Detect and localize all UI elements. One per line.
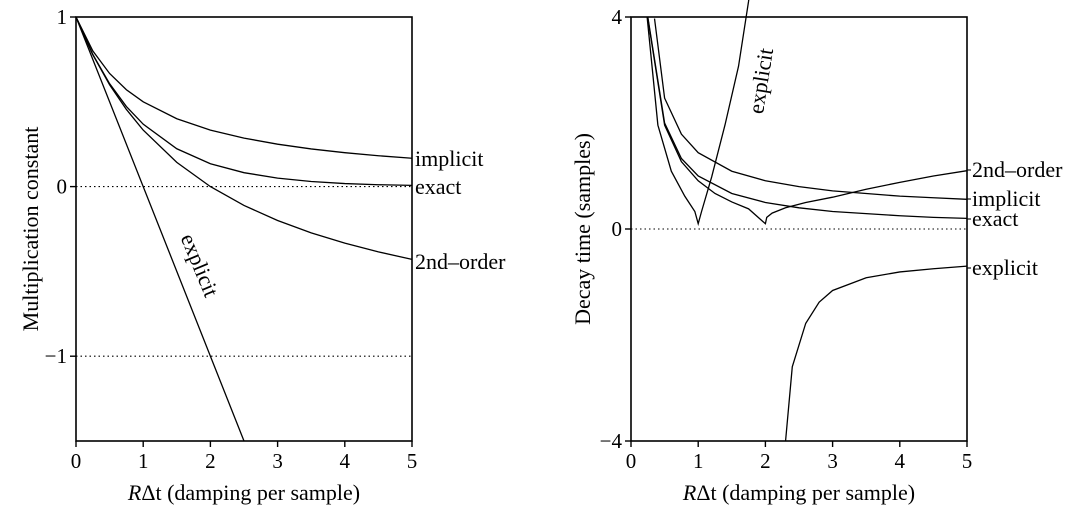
x-tick-label-3-left: 3 bbox=[272, 449, 283, 473]
series-line-2nd-order-2-right bbox=[647, 17, 968, 225]
x-tick-label-0-left: 0 bbox=[71, 449, 82, 473]
y-tick-label-4-right: 4 bbox=[612, 5, 623, 29]
series-line-explicit-3-right bbox=[646, 0, 750, 227]
y-axis-label-left: Multiplication constant bbox=[18, 127, 43, 332]
x-tick-label-2-right: 2 bbox=[760, 449, 771, 473]
series-line-2nd-order-2-left bbox=[75, 16, 413, 260]
x-axis-label-right: RΔt (damping per sample) bbox=[682, 480, 915, 505]
x-tick-label-0-right: 0 bbox=[626, 449, 637, 473]
y-axis-label-right: Decay time (samples) bbox=[570, 133, 595, 325]
label-explicit-right-upper: explicit bbox=[743, 46, 778, 115]
reference-lines-left bbox=[76, 186, 412, 357]
label-explicit-left: explicit bbox=[176, 230, 224, 301]
label-exact-right: exact bbox=[972, 206, 1018, 231]
plot-frame-left bbox=[75, 16, 413, 442]
label-explicit-right-lower: explicit bbox=[972, 255, 1038, 280]
series-line-implicit-0-left bbox=[75, 16, 413, 159]
x-tick-label-4-left: 4 bbox=[340, 449, 351, 473]
x-tick-label-4-right: 4 bbox=[895, 449, 906, 473]
series-line-implicit-0-right bbox=[653, 18, 968, 200]
series-group-left bbox=[75, 16, 413, 442]
x-tick-label-1-left: 1 bbox=[138, 449, 149, 473]
y-tick-label-1-left: −1 bbox=[45, 344, 67, 368]
x-tick-label-5-left: 5 bbox=[407, 449, 418, 473]
series-line-explicit-3-left bbox=[75, 16, 245, 442]
x-tick-label-3-right: 3 bbox=[827, 449, 838, 473]
label-implicit-right: implicit bbox=[972, 186, 1040, 211]
ticks-left: 0 1 2 3 4 5 1 0 −1 bbox=[45, 5, 418, 473]
label-exact-left: exact bbox=[415, 174, 461, 199]
x-axis-label-left: RΔt (damping per sample) bbox=[127, 480, 360, 505]
ticks-right: 0 1 2 3 4 540−4 bbox=[600, 5, 973, 473]
x-tick-label-2-left: 2 bbox=[205, 449, 216, 473]
label-implicit-left: implicit bbox=[415, 146, 483, 171]
y-tick-label-4-right: −4 bbox=[600, 429, 623, 453]
y-tick-label-0-right: 0 bbox=[612, 217, 623, 241]
y-tick-label-0-left: 0 bbox=[57, 175, 68, 199]
label-2nd-order-right: 2nd–order bbox=[972, 157, 1063, 182]
y-tick-label-1-left: 1 bbox=[57, 5, 68, 29]
series-line-exact-1-left bbox=[75, 16, 413, 187]
series-line-explicit-4-right bbox=[784, 265, 968, 442]
chart-multiplication-constant: 0 1 2 3 4 5 1 0 −1 RΔt (damping per sample) Mult… bbox=[18, 5, 506, 505]
x-tick-label-1-right: 1 bbox=[693, 449, 704, 473]
series-group-right bbox=[646, 0, 968, 442]
label-2nd-order-left: 2nd–order bbox=[415, 249, 506, 274]
x-tick-label-5-right: 5 bbox=[962, 449, 973, 473]
series-line-exact-1-right bbox=[647, 16, 968, 220]
chart-decay-time: 0 1 2 3 4 540−4 RΔt (damping per sample) Deca… bbox=[570, 0, 1063, 505]
